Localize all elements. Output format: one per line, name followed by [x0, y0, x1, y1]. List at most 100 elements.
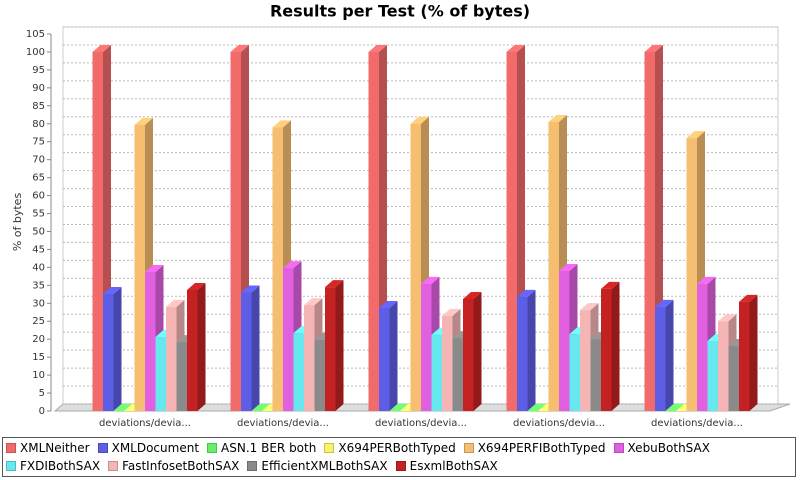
bar [506, 51, 517, 411]
legend-swatch [207, 443, 218, 453]
bar-top [368, 44, 387, 52]
y-tick-label: 45 [32, 244, 45, 255]
bar-side [335, 280, 344, 411]
x-tick-label: deviations/devia... [651, 418, 743, 429]
y-tick-label: 0 [39, 406, 45, 417]
bar-top [548, 114, 567, 122]
legend-label: X694PERBothTyped [338, 441, 456, 455]
bar [155, 337, 166, 411]
legend-label: X694PERFIBothTyped [477, 441, 606, 455]
legend-swatch [247, 461, 258, 471]
bar-top [410, 116, 429, 124]
legend-item: XebuBothSAX [613, 441, 710, 455]
bar-top [325, 280, 344, 288]
bar [421, 283, 432, 411]
x-tick-label: deviations/devia... [237, 418, 329, 429]
legend-item: EfficientXMLBothSAX [247, 459, 388, 473]
bar-top [187, 283, 206, 291]
bar [517, 296, 528, 411]
legend-label: FXDIBothSAX [20, 459, 101, 473]
bar [314, 339, 325, 411]
y-tick-label: 95 [32, 65, 45, 76]
bar-top [304, 298, 323, 306]
legend-label: EfficientXMLBothSAX [261, 459, 388, 473]
bar [463, 298, 474, 411]
bar-side [113, 286, 122, 411]
legend-item: X694PERBothTyped [324, 441, 456, 455]
bar-side [665, 299, 674, 411]
bar-top [103, 286, 122, 294]
legend-item: FXDIBothSAX [6, 459, 100, 473]
legend-swatch [324, 443, 335, 453]
y-tick-label: 40 [32, 262, 45, 273]
bar [304, 305, 315, 411]
bar [559, 270, 570, 411]
bar-side [527, 289, 536, 411]
legend-label: XMLNeither [20, 441, 90, 455]
y-tick-label: 75 [32, 137, 45, 148]
y-tick-label: 105 [26, 29, 45, 40]
legend: XMLNeither XMLDocument ASN.1 BER both X694P… [2, 437, 796, 477]
y-tick-label: 60 [32, 191, 45, 202]
bar-top [601, 281, 620, 289]
bar [686, 138, 697, 411]
bar-top [580, 303, 599, 311]
legend-swatch [6, 461, 16, 471]
legend-label: FastInfosetBothSAX [122, 459, 240, 473]
legend-item: ASN.1 BER both [207, 441, 316, 455]
bar-top [655, 299, 674, 307]
bar [410, 123, 421, 411]
bar-top [145, 265, 164, 273]
legend-swatch [613, 443, 624, 453]
y-tick-label: 15 [32, 352, 45, 363]
legend-swatch [395, 461, 406, 471]
bar [452, 338, 463, 411]
legend-item: EsxmlBothSAX [395, 459, 498, 473]
bar-top [113, 404, 132, 411]
bar [272, 127, 283, 411]
bar-top [389, 404, 408, 411]
bar [718, 321, 729, 411]
bar [655, 306, 666, 411]
y-tick-label: 5 [39, 388, 45, 399]
bar-side [251, 285, 260, 411]
x-tick-label: deviations/devia... [513, 418, 605, 429]
bar [145, 272, 156, 411]
bar [697, 283, 708, 411]
legend-item: FastInfosetBothSAX [108, 459, 239, 473]
bar-top [379, 300, 398, 308]
bar-top [272, 120, 291, 128]
bar-side [611, 281, 620, 411]
legend-item: X694PERFIBothTyped [463, 441, 606, 455]
bar [569, 334, 580, 411]
y-tick-label: 80 [32, 119, 45, 130]
bar [442, 315, 453, 411]
bar-top [230, 44, 249, 52]
bar-top [559, 263, 578, 271]
legend-label: ASN.1 BER both [221, 441, 317, 455]
bar-top [241, 285, 260, 293]
bar [379, 307, 390, 411]
bar-top [506, 44, 525, 52]
bar [728, 346, 739, 411]
y-tick-label: 90 [32, 83, 45, 94]
legend-swatch [463, 443, 474, 453]
bar [548, 121, 559, 411]
chart-title: Results per Test (% of bytes) [270, 2, 530, 21]
bar-top [166, 299, 185, 307]
bar [293, 333, 304, 411]
y-tick-label: 20 [32, 334, 45, 345]
x-tick-label: deviations/devia... [375, 418, 467, 429]
bar-side [389, 300, 398, 411]
bar-top [644, 44, 663, 52]
legend-swatch [6, 443, 16, 453]
bar [431, 334, 442, 411]
bar-top [517, 289, 536, 297]
legend-swatch [108, 461, 119, 471]
bar-top [442, 308, 461, 316]
bar-top [92, 44, 111, 52]
legend-item: XMLNeither [6, 441, 90, 455]
bar [283, 268, 294, 411]
legend-label: EsxmlBothSAX [409, 459, 498, 473]
